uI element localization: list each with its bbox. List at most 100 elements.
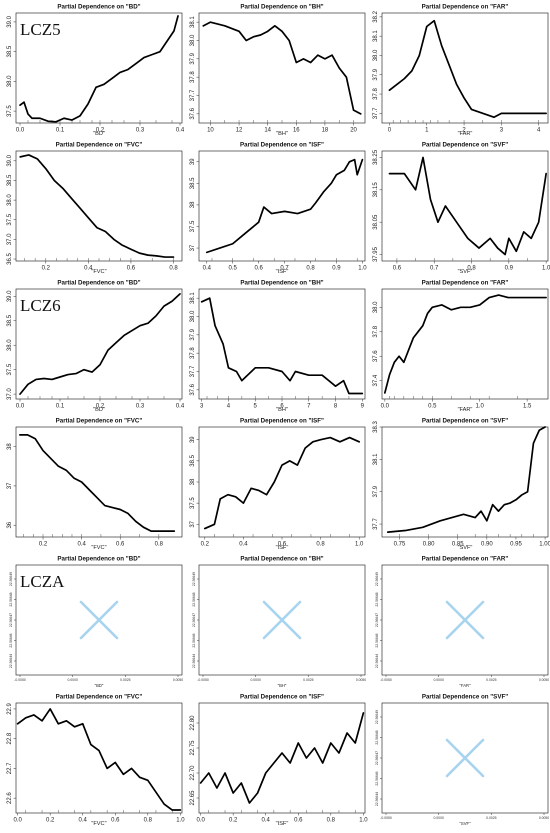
y-tick-label: 38.5: [190, 454, 196, 466]
chart-title: Partial Dependence on "SVF": [422, 142, 508, 149]
x-axis-label: "FVC": [91, 545, 106, 551]
y-tick-label: 39: [190, 158, 196, 165]
x-tick-label: 0.1: [56, 404, 65, 410]
pd-chart: Partial Dependence on "FAR" "FAR" 0 1 2 3 4 37.…: [373, 4, 549, 137]
pd-chart: Partial Dependence on "FVC" "FVC" 0.0 0.2 0.…: [7, 694, 185, 828]
pd-chart: Partial Dependence on "ISF" "ISF" 0.2 0.4 0.…: [190, 418, 366, 551]
x-tick-label: 0.6: [127, 266, 136, 272]
x-tick-label: 1.0: [542, 266, 550, 272]
y-tick-label: 38.3: [373, 421, 379, 433]
x-tick-label: 0.0050: [539, 816, 549, 820]
x-tick-label: 0.4: [176, 404, 185, 410]
y-tick-label: 38: [190, 478, 196, 485]
plot-frame: [381, 426, 549, 538]
x-axis-label: "BH": [278, 683, 287, 688]
y-tick-label: 37.8: [373, 88, 379, 100]
x-tick-label: 1.0: [359, 818, 368, 824]
pd-chart: Partial Dependence on "FAR" "FAR" -0.0050 0…: [375, 556, 549, 689]
x-tick-label: 0.0: [196, 818, 205, 824]
x-tick-label: 0.6: [116, 542, 125, 548]
pd-chart: Partial Dependence on "BD" "BD" -0.0050 0.0…: [9, 556, 183, 689]
x-tick-label: 0.0: [16, 128, 25, 134]
pd-panel: Partial Dependence on "SVF" "SVF" 0.6 0.7 0.…: [369, 140, 550, 278]
chart-title: Partial Dependence on "FVC": [56, 694, 143, 701]
plot-frame: [15, 288, 183, 400]
x-tick-label: 0.8: [306, 266, 315, 272]
x-tick-label: 0.2: [39, 542, 48, 548]
y-tick-label: 37: [190, 520, 196, 527]
x-tick-label: 0.0: [381, 404, 390, 410]
chart-title: Partial Dependence on "BD": [57, 4, 140, 11]
y-tick-label: 37.5: [190, 220, 196, 232]
pd-curve: [202, 21, 362, 115]
y-tick-label: 22.7: [7, 762, 13, 774]
x-axis-label: "FAR": [458, 407, 473, 413]
pd-panel: Partial Dependence on "BD" "BD" -0.0050 0.0…: [3, 554, 186, 692]
y-tick-label: 22.56649: [192, 572, 196, 586]
y-tick-label: 37.0: [7, 233, 13, 245]
y-tick-label: 22.56644: [192, 654, 196, 668]
y-tick-label: 38.25: [373, 149, 379, 165]
x-tick-label: 0.8: [327, 818, 336, 824]
y-tick-label: 38.0: [7, 339, 13, 351]
y-tick-label: 37.5: [7, 213, 13, 225]
pd-panel: Partial Dependence on "FAR" "FAR" -0.0050 0…: [369, 554, 550, 692]
pd-curve: [19, 434, 176, 532]
x-tick-label: 4: [537, 128, 541, 134]
chart-title: Partial Dependence on "FAR": [422, 280, 509, 287]
pd-curve: [388, 19, 547, 119]
x-tick-label: 0.0000: [433, 678, 443, 682]
x-axis-label: "BD": [95, 683, 104, 688]
x-tick-label: 0.6: [294, 818, 303, 824]
group-label-lcza: LCZA: [20, 572, 65, 591]
pd-chart: Partial Dependence on "BH" "BH" 3 4 5 6 7 8 9 37.…: [190, 280, 366, 413]
y-tick-label: 22.70: [190, 765, 196, 781]
x-tick-label: 3: [500, 128, 504, 134]
chart-title: Partial Dependence on "BH": [240, 280, 323, 287]
pd-panel: Partial Dependence on "SVF" "SVF" -0.0050 0…: [369, 692, 550, 830]
group-label-lcz6: LCZ6: [20, 296, 61, 315]
x-tick-label: 0.4: [176, 128, 185, 134]
x-tick-label: 0.2: [201, 542, 210, 548]
chart-title: Partial Dependence on "BD": [57, 280, 140, 287]
y-tick-label: 37.4: [373, 374, 379, 386]
x-tick-label: 6: [280, 404, 284, 410]
chart-title: Partial Dependence on "FAR": [422, 4, 509, 11]
pd-panel: Partial Dependence on "ISF" "ISF" 0.2 0.4 0.…: [186, 416, 369, 554]
plot-frame: [198, 702, 366, 814]
x-tick-label: 1.0: [355, 542, 364, 548]
x-axis-label: "SVF": [459, 821, 471, 826]
plot-frame: [15, 426, 183, 538]
x-tick-label: 0.0: [16, 404, 25, 410]
x-tick-label: 0.4: [262, 818, 271, 824]
x-axis-label: "FAR": [459, 683, 471, 688]
pd-chart: Partial Dependence on "ISF" "ISF" 0.4 0.5 0.…: [190, 142, 367, 276]
no-data-cross: [262, 600, 302, 640]
pd-chart: Partial Dependence on "BH" "BH" 10 12 14 16 18…: [190, 4, 366, 137]
y-tick-label: 22.65: [190, 790, 196, 806]
x-tick-label: 1.00: [539, 542, 550, 548]
x-tick-label: 14: [264, 128, 271, 134]
y-tick-label: 22.56647: [375, 613, 379, 627]
x-tick-label: 0.8: [169, 266, 178, 272]
plot-frame: [381, 288, 549, 400]
x-tick-label: 0.9: [505, 266, 514, 272]
pd-curve: [205, 158, 364, 254]
y-tick-label: 37: [190, 244, 196, 251]
y-tick-label: 39.0: [7, 154, 13, 166]
x-tick-label: 10: [207, 128, 214, 134]
x-tick-label: 0.2: [96, 128, 105, 134]
x-tick-label: 0.2: [42, 266, 51, 272]
x-tick-label: 0: [388, 128, 392, 134]
x-tick-label: 1.0: [476, 404, 485, 410]
x-tick-label: 0.9: [332, 266, 341, 272]
pd-curve: [19, 154, 175, 258]
pd-chart: Partial Dependence on "SVF" "SVF" -0.0050 0…: [375, 694, 549, 827]
y-tick-label: 22.56646: [192, 633, 196, 647]
y-tick-label: 38: [7, 443, 13, 450]
y-tick-label: 37.9: [190, 328, 196, 340]
y-tick-label: 37.8: [373, 325, 379, 337]
x-tick-label: 0.2: [96, 404, 105, 410]
y-tick-label: 37.9: [373, 485, 379, 497]
